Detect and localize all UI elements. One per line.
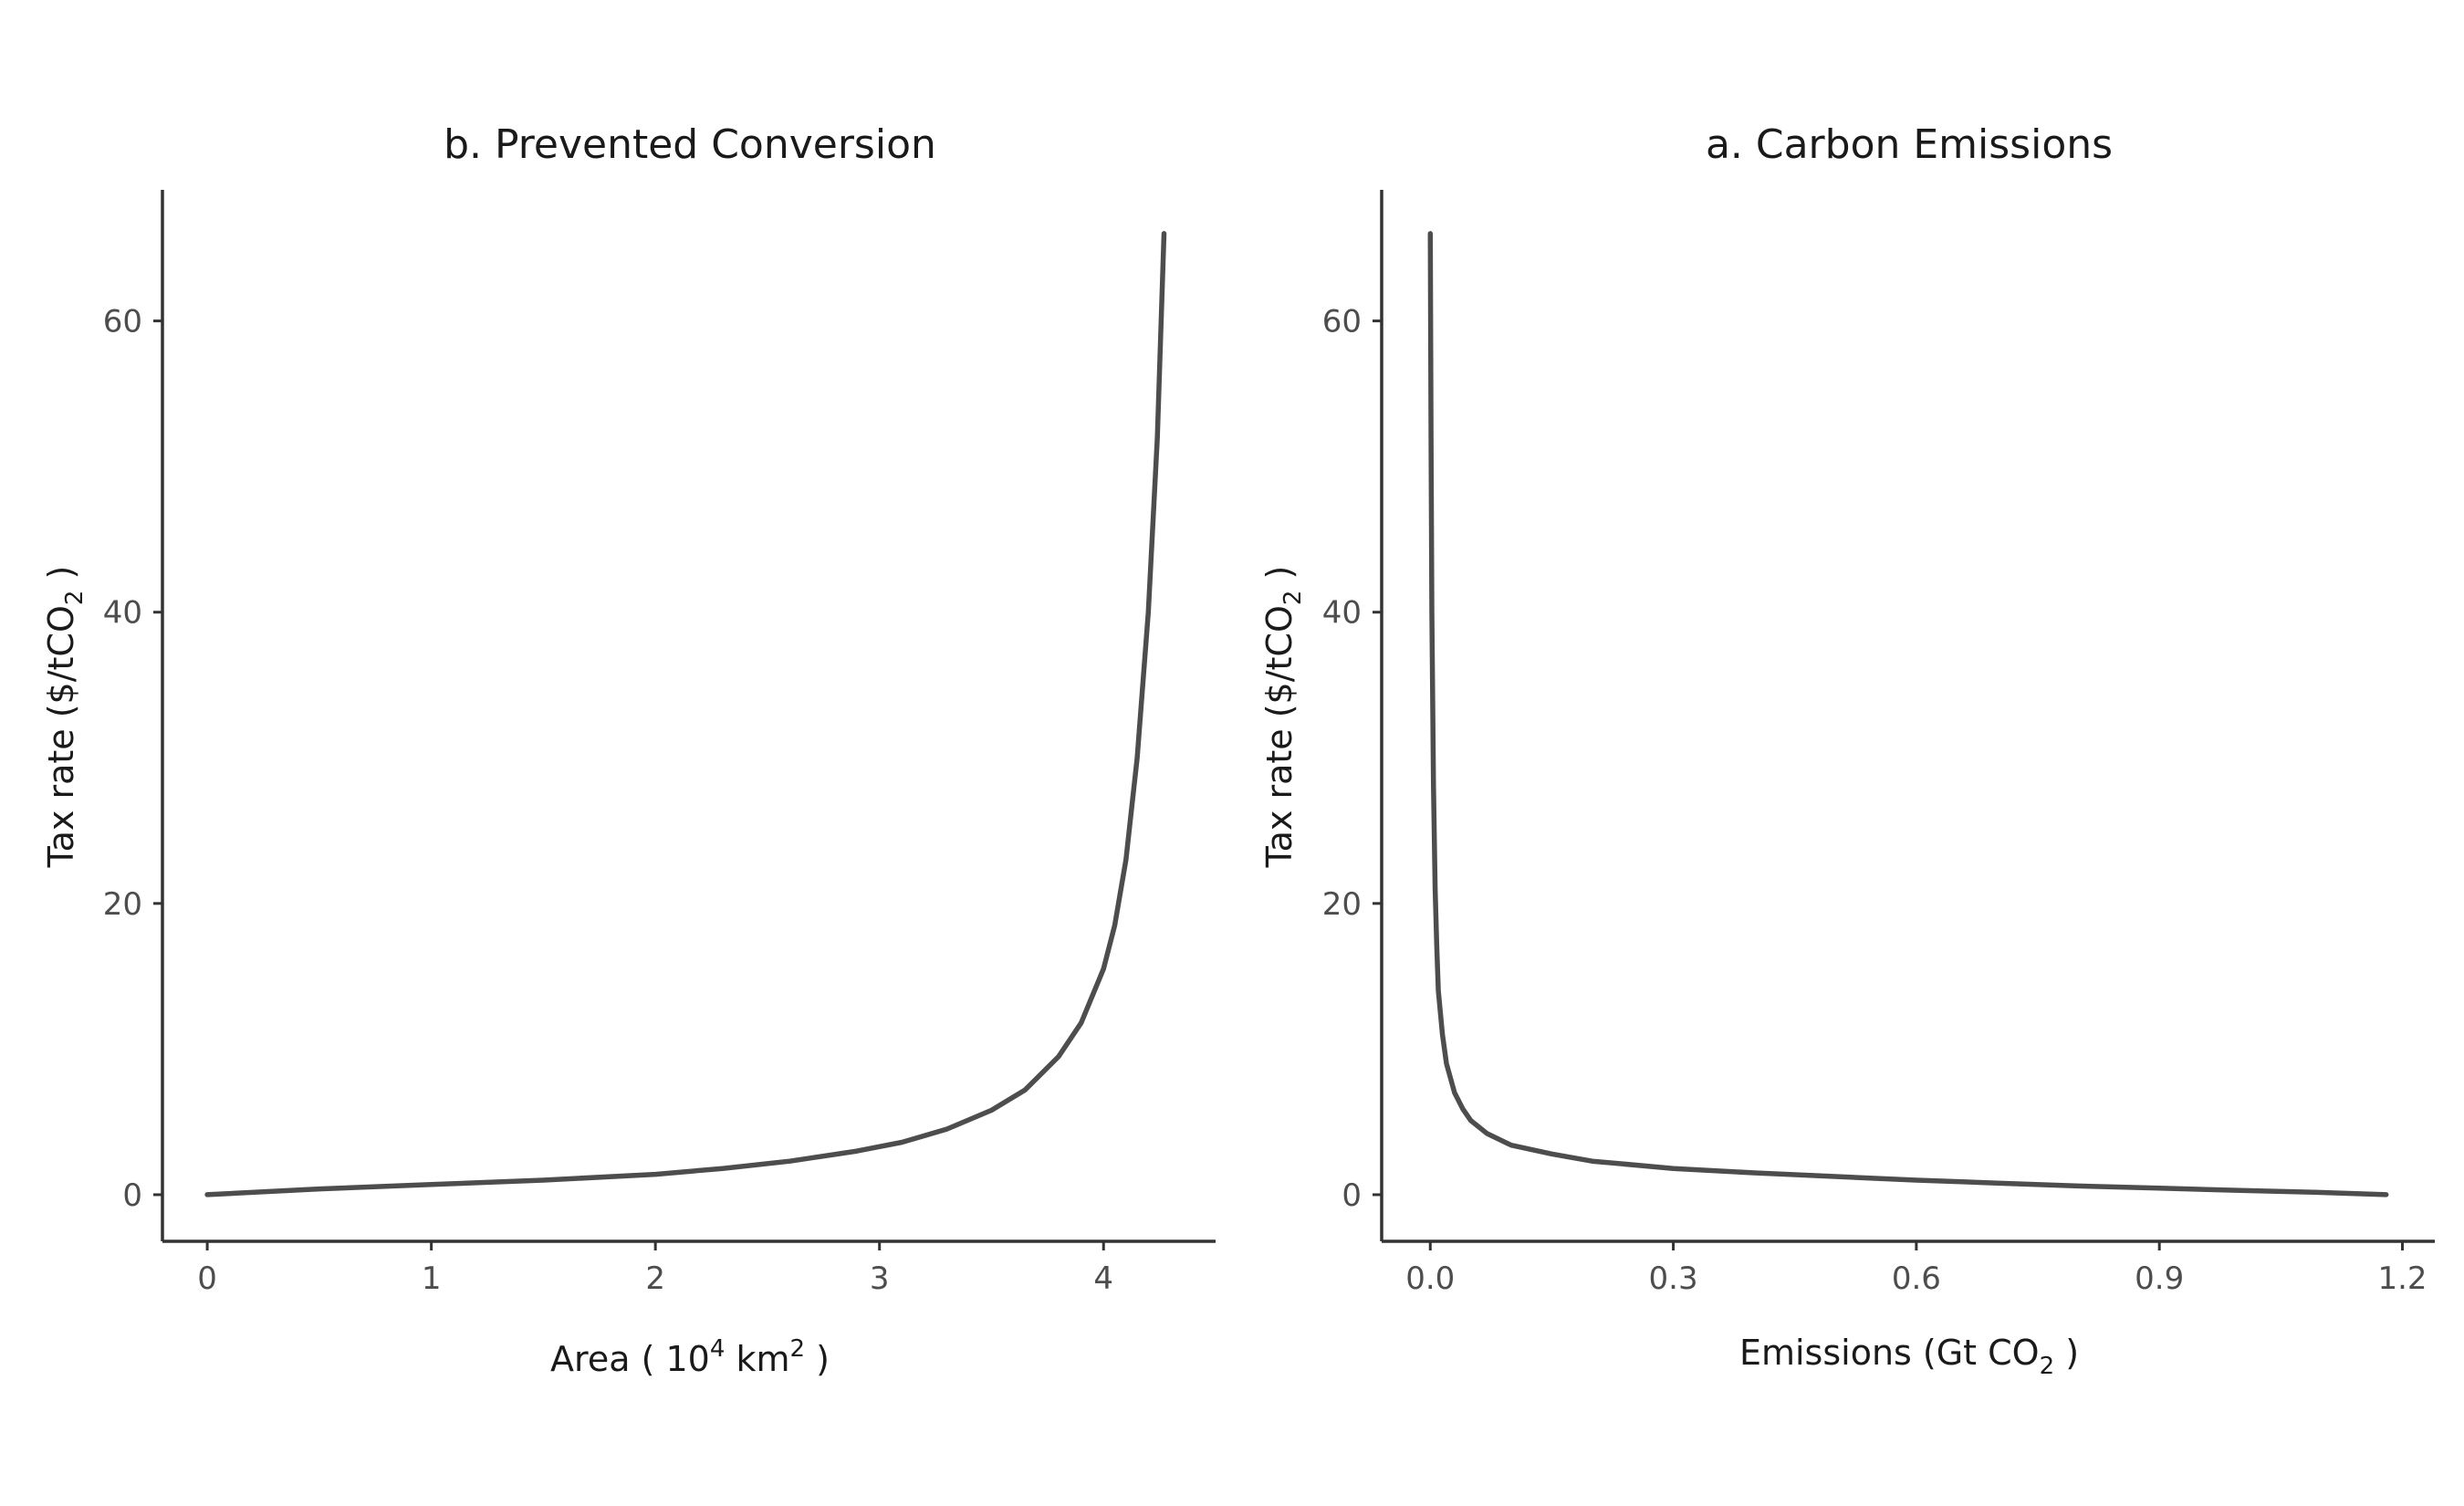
tick-group: 0.0 0.3 0.6 0.9 1.2 0 20 40 60 xyxy=(1322,304,2427,1297)
x-tick-label: 1.2 xyxy=(2377,1260,2427,1297)
y-tick-label: 60 xyxy=(103,304,142,340)
x-axis-label: Area ( 104 km2 ) xyxy=(550,1335,830,1379)
chart-title: a. Carbon Emissions xyxy=(1706,121,2113,168)
x-label-part: ) xyxy=(2054,1333,2079,1373)
x-label-part: ) xyxy=(805,1339,830,1379)
y-label-subscript: 2 xyxy=(61,591,89,606)
x-tick-label: 3 xyxy=(870,1260,890,1297)
x-label-subscript: 2 xyxy=(2040,1353,2055,1380)
x-label-superscript: 2 xyxy=(790,1335,806,1363)
y-axis-label: Tax rate ($/tCO2 ) xyxy=(1259,566,1307,869)
y-axis-label: Tax rate ($/tCO2 ) xyxy=(41,566,89,869)
y-label-part: ) xyxy=(41,566,81,591)
x-tick-label: 0.0 xyxy=(1405,1260,1455,1297)
y-label-part: Tax rate ($/tCO xyxy=(1259,605,1300,868)
x-axis-label: Emissions (Gt CO2 ) xyxy=(1739,1333,2079,1380)
chart-panel-carbon-emissions: a. Carbon Emissions 0.0 0.3 0.6 0.9 1.2 0 20 40… xyxy=(1259,121,2435,1380)
y-tick-label: 0 xyxy=(122,1177,142,1214)
y-tick-label: 20 xyxy=(103,886,142,923)
chart-title: b. Prevented Conversion xyxy=(444,121,936,168)
x-tick-label: 0.9 xyxy=(2135,1260,2184,1297)
x-tick-label: 0.3 xyxy=(1649,1260,1698,1297)
y-tick-label: 0 xyxy=(1342,1177,1362,1214)
x-tick-label: 0 xyxy=(197,1260,217,1297)
x-label-superscript: 4 xyxy=(710,1335,726,1363)
y-label-part: Tax rate ($/tCO xyxy=(41,605,81,868)
x-tick-label: 1 xyxy=(422,1260,442,1297)
y-tick-label: 40 xyxy=(103,595,142,632)
y-tick-label: 60 xyxy=(1322,304,1362,340)
x-label-part: Emissions (Gt CO xyxy=(1739,1333,2040,1373)
y-label-subscript: 2 xyxy=(1279,591,1307,606)
x-tick-label: 2 xyxy=(645,1260,665,1297)
series-line xyxy=(204,231,1167,1197)
series-line xyxy=(1427,231,2389,1197)
y-label-part: ) xyxy=(1259,566,1300,591)
y-tick-label: 40 xyxy=(1322,595,1362,632)
x-label-part: Area ( 10 xyxy=(550,1339,710,1379)
x-tick-label: 0.6 xyxy=(1892,1260,1941,1297)
x-tick-label: 4 xyxy=(1093,1260,1113,1297)
x-label-part: km xyxy=(725,1339,789,1379)
y-tick-label: 20 xyxy=(1322,886,1362,923)
